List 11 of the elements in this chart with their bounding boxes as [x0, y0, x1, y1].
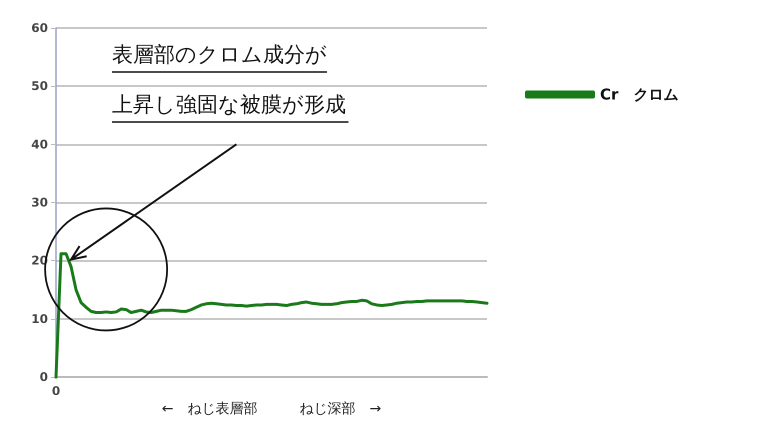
y-tick-label: 0 — [40, 370, 48, 384]
y-tick-label: 40 — [31, 137, 48, 152]
x-axis-title: ← ねじ表層部 ねじ深部 → — [162, 401, 382, 417]
annotation: 表層部のクロム成分が — [112, 42, 327, 66]
annotation: 上昇し強固な被膜が形成 — [112, 92, 346, 116]
y-tick-label: 30 — [31, 196, 48, 210]
legend-label: Cr クロム — [600, 86, 678, 104]
y-tick-label: 10 — [31, 312, 48, 326]
y-tick-label: 50 — [31, 79, 48, 94]
line-series — [54, 252, 488, 379]
y-tick-label: 60 — [31, 21, 48, 35]
